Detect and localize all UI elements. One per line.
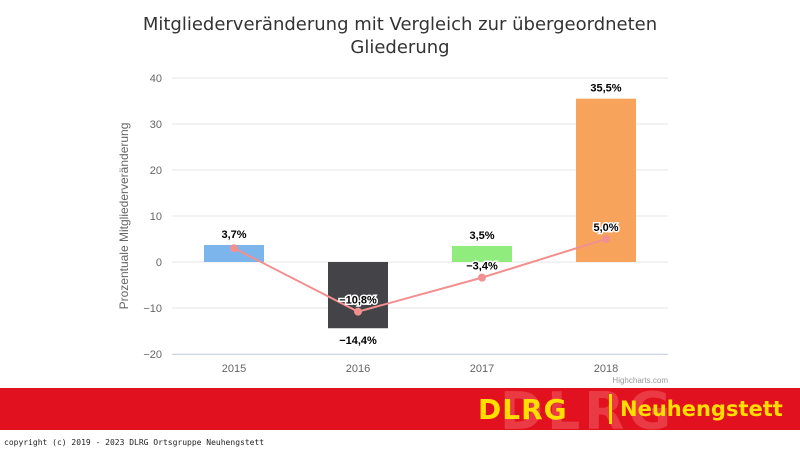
y-tick-label: −10 [143, 303, 162, 315]
chart-title-line-1: Mitgliederveränderung mit Vergleich zur … [142, 14, 658, 35]
banner-ghost-logo: DLRG [500, 388, 676, 430]
x-tick-label: 2018 [594, 363, 618, 375]
y-tick-label: 10 [150, 211, 162, 223]
line-data-label: 5,0% [593, 222, 618, 234]
chart-title-line-2: Gliederung [350, 37, 450, 58]
bar-data-label: 3,5% [469, 230, 494, 242]
x-tick-label: 2015 [222, 363, 246, 375]
bar [328, 262, 388, 329]
y-axis-title: Prozentuale Mitgliederveränderung [117, 123, 131, 310]
banner-location: Neuhengstett [620, 397, 783, 421]
line-data-label: −3,4% [466, 261, 498, 273]
line-data-label: −10,8% [339, 295, 377, 307]
line-point [354, 307, 362, 316]
banner-divider [609, 394, 612, 424]
line-point [230, 244, 238, 253]
copyright-footer: copyright (c) 2019 - 2023 DLRG Ortsgrupp… [4, 438, 265, 447]
y-tick-label: 40 [150, 73, 162, 85]
bar-data-label: 3,7% [221, 229, 246, 241]
line-series [233, 238, 607, 313]
dlrg-banner: DLRG DLRG Neuhengstett [0, 388, 800, 430]
bar-data-label: −14,4% [339, 335, 377, 347]
y-tick-label: 0 [156, 257, 162, 269]
bar [452, 245, 512, 262]
bar [576, 98, 636, 262]
y-tick-label: 20 [150, 165, 162, 177]
highcharts-credits[interactable]: Highcharts.com [612, 376, 668, 385]
y-tick-label: −20 [143, 349, 162, 361]
line-point [478, 273, 486, 282]
line-point [602, 235, 610, 243]
x-tick-label: 2016 [346, 363, 370, 375]
dlrg-logo: DLRG [478, 393, 568, 426]
bar-line-chart: −20 −10 0 10 20 30 40 Prozentuale Mitgliederver… [117, 73, 668, 375]
x-tick-label: 2017 [470, 363, 494, 375]
bar [204, 244, 264, 262]
bar-data-label: 35,5% [590, 83, 621, 95]
y-tick-label: 30 [150, 119, 162, 131]
